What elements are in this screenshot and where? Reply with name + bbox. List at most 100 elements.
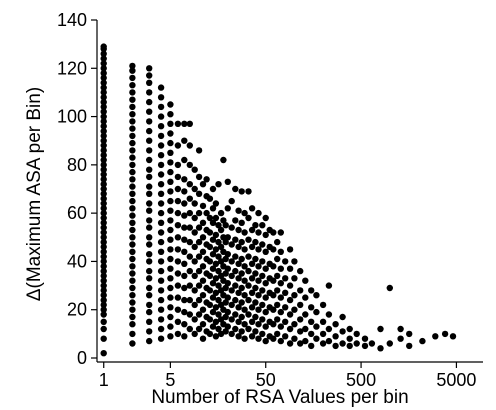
data-point xyxy=(262,265,269,272)
data-point xyxy=(191,316,198,323)
data-point xyxy=(291,335,298,342)
data-point xyxy=(232,296,239,304)
data-point xyxy=(167,101,174,108)
data-point xyxy=(248,260,256,267)
data-point xyxy=(100,292,107,299)
data-point xyxy=(206,243,214,251)
data-point xyxy=(174,173,182,181)
data-point xyxy=(167,149,174,156)
axes: 0 20 40 60 80 100 120 140 1 5 50 500 5000 xyxy=(57,10,483,390)
data-point xyxy=(157,296,165,304)
data-point xyxy=(325,325,333,333)
data-point xyxy=(146,224,153,231)
data-point xyxy=(274,330,281,338)
data-point xyxy=(157,200,165,207)
data-point xyxy=(100,132,107,140)
data-point xyxy=(167,139,174,147)
data-point xyxy=(255,277,262,284)
x-axis-title: Number of RSA Values per bin xyxy=(151,387,408,408)
data-point xyxy=(209,280,217,287)
data-point xyxy=(186,296,193,304)
data-point xyxy=(282,258,289,265)
data-point xyxy=(277,323,284,330)
data-point xyxy=(186,209,193,217)
data-point xyxy=(100,296,107,304)
data-point xyxy=(195,238,203,246)
data-point xyxy=(270,229,277,236)
data-point xyxy=(325,311,333,318)
data-point xyxy=(100,190,107,197)
x-tick-label: 50 xyxy=(256,370,276,390)
data-point xyxy=(100,69,107,77)
data-point xyxy=(129,330,136,338)
data-point xyxy=(235,207,242,214)
data-point xyxy=(291,258,298,265)
data-point xyxy=(129,147,136,154)
data-point xyxy=(297,301,304,309)
data-point xyxy=(167,130,174,137)
data-point xyxy=(291,275,298,282)
data-point xyxy=(174,185,182,193)
data-point xyxy=(157,94,165,101)
data-point xyxy=(252,284,259,292)
data-point xyxy=(181,296,188,304)
data-point xyxy=(212,275,220,282)
data-point xyxy=(157,219,165,226)
data-point xyxy=(174,330,182,338)
data-point xyxy=(157,325,165,333)
data-point xyxy=(146,190,153,197)
data-point xyxy=(313,323,320,330)
data-point xyxy=(146,183,153,190)
data-point xyxy=(274,316,281,323)
data-point xyxy=(252,270,259,277)
data-point xyxy=(339,313,346,321)
data-point xyxy=(212,289,220,296)
data-point xyxy=(259,222,266,229)
data-point xyxy=(129,313,136,321)
data-point xyxy=(259,272,266,280)
data-point xyxy=(419,337,426,345)
data-point xyxy=(129,321,136,328)
data-point xyxy=(157,277,165,284)
data-point xyxy=(191,272,198,280)
data-point xyxy=(181,200,188,207)
data-point xyxy=(100,282,107,289)
data-point xyxy=(235,333,242,340)
data-point xyxy=(270,306,277,313)
data-point xyxy=(228,301,235,309)
data-point xyxy=(241,246,248,253)
data-point xyxy=(220,156,227,164)
data-point xyxy=(361,342,369,350)
data-point xyxy=(167,159,174,166)
data-point xyxy=(245,311,252,318)
data-point xyxy=(297,287,304,294)
data-point xyxy=(245,267,252,275)
data-point xyxy=(215,296,222,304)
data-point xyxy=(308,287,315,294)
data-point xyxy=(206,195,214,202)
data-point xyxy=(146,275,153,282)
data-point xyxy=(100,108,107,115)
data-point xyxy=(224,251,231,258)
data-point xyxy=(157,113,165,120)
data-point xyxy=(146,127,153,135)
data-point xyxy=(339,328,346,335)
data-point xyxy=(302,277,309,284)
data-point xyxy=(255,306,262,313)
data-point xyxy=(319,340,327,347)
data-point xyxy=(245,296,252,304)
data-point xyxy=(157,287,165,294)
data-point xyxy=(167,255,174,263)
data-point xyxy=(199,335,207,342)
data-point xyxy=(259,287,266,294)
data-point xyxy=(157,238,165,246)
data-point xyxy=(386,340,393,347)
data-point xyxy=(339,340,346,347)
data-point xyxy=(215,311,222,318)
data-point xyxy=(228,316,235,323)
data-point xyxy=(209,185,217,193)
data-point xyxy=(174,258,182,265)
data-point xyxy=(212,333,220,340)
data-point xyxy=(206,330,214,338)
data-point xyxy=(157,229,165,236)
